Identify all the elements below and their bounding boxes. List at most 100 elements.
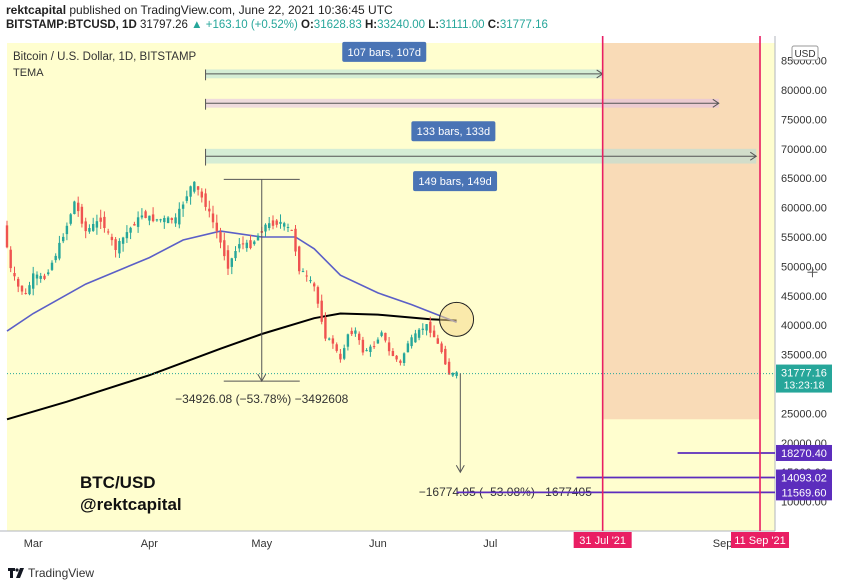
candle-body xyxy=(73,201,76,214)
x-tick-label: Jul xyxy=(483,538,497,550)
range-label: 107 bars, 107d xyxy=(348,47,421,59)
author-name[interactable]: rektcapital xyxy=(6,3,67,17)
candle-body xyxy=(39,275,42,279)
y-tick-label: 60000.00 xyxy=(781,203,827,215)
candle-body xyxy=(107,231,110,233)
candle-body xyxy=(196,186,200,190)
candle-body xyxy=(32,273,35,289)
range-label-box xyxy=(411,121,496,142)
y-tick-label: 75000.00 xyxy=(781,114,827,126)
candle-body xyxy=(305,275,308,277)
support-level-label: 14093.02 xyxy=(781,473,827,485)
candle-body xyxy=(447,361,451,375)
x-tick-label: May xyxy=(251,538,272,550)
symbol-label: BITSTAMP:BTCUSD, 1D xyxy=(6,19,137,31)
candle-body xyxy=(88,228,91,232)
candle-body xyxy=(268,223,271,228)
x-tick-label: Jun xyxy=(369,538,387,550)
y-tick-label: 35000.00 xyxy=(781,350,827,362)
candle-body xyxy=(294,228,297,252)
date-marker-label: 11 Sep '21 xyxy=(734,535,785,547)
y-tick-label: 55000.00 xyxy=(781,232,827,244)
candle-body xyxy=(361,339,365,353)
candle-body xyxy=(455,372,458,376)
date-marker-tag xyxy=(731,532,790,548)
candle-body xyxy=(316,287,320,304)
tradingview-logo-icon xyxy=(8,568,24,578)
candle-body xyxy=(121,237,125,244)
candle-body xyxy=(279,221,282,224)
candle-body xyxy=(215,222,218,231)
chart-title: Bitcoin / U.S. Dollar, 1D, BITSTAMP xyxy=(13,51,197,63)
candle-body xyxy=(5,225,9,248)
date-marker-label: 31 Jul '21 xyxy=(579,535,626,547)
candle-body xyxy=(226,250,230,269)
drop2-arrow-icon xyxy=(455,464,465,474)
candle-body xyxy=(406,343,410,353)
candle-body xyxy=(47,272,50,275)
candle-body xyxy=(166,217,170,224)
y-tick-label: 40000.00 xyxy=(781,320,827,332)
drop1-label: −34926.08 (−53.78%) −3492608 xyxy=(175,392,348,406)
candle-body xyxy=(402,353,406,363)
candle-body xyxy=(148,215,151,221)
high-value: 33240.00 xyxy=(377,19,426,31)
candle-body xyxy=(275,220,278,225)
candle-body xyxy=(440,343,443,353)
candle-body xyxy=(95,221,99,228)
y-tick-label: 85000.00 xyxy=(781,56,827,68)
y-tick-label: 65000.00 xyxy=(781,173,827,185)
candle-body xyxy=(399,360,402,363)
candle-body xyxy=(358,333,361,341)
candle-body xyxy=(174,217,177,224)
open-label: O: xyxy=(301,19,314,31)
price-chart[interactable]: 107 bars, 107d 133 bars, 133d 149 bars, 14… xyxy=(0,36,851,566)
candle-body xyxy=(193,181,196,192)
candle-body xyxy=(410,337,413,347)
candle-body xyxy=(324,317,327,339)
candle-body xyxy=(58,242,61,259)
candle-body xyxy=(155,219,159,221)
candles-group xyxy=(5,181,458,379)
candle-body xyxy=(20,285,24,292)
candle-body xyxy=(365,350,368,352)
candle-body xyxy=(436,338,439,344)
candle-body xyxy=(425,324,428,331)
publish-info: published on TradingView.com, June 22, 2… xyxy=(69,3,393,17)
candle-body xyxy=(339,353,342,360)
up-triangle-icon: ▲ xyxy=(191,19,203,31)
brand-name[interactable]: TradingView xyxy=(28,566,95,580)
date-range-arrow-icon xyxy=(712,98,720,108)
indicator-label: TEMA xyxy=(13,67,44,79)
candle-body xyxy=(376,339,380,344)
candle-body xyxy=(343,348,346,359)
candle-body xyxy=(354,330,357,334)
candle-body xyxy=(238,244,241,249)
candle-body xyxy=(13,273,16,277)
support-level-label: 11569.60 xyxy=(781,487,826,499)
range-label: 133 bars, 133d xyxy=(417,126,490,138)
crossover-circle xyxy=(439,301,475,337)
low-label: L: xyxy=(428,19,440,31)
candle-body xyxy=(204,193,207,207)
x-tick-label: Sep xyxy=(713,538,733,550)
candle-body xyxy=(391,351,395,356)
candle-body xyxy=(136,217,140,227)
candle-body xyxy=(24,293,27,294)
x-tick-label: Apr xyxy=(141,538,158,550)
candle-body xyxy=(140,215,144,218)
candle-body xyxy=(290,229,293,231)
candle-body xyxy=(283,223,286,227)
candle-body xyxy=(69,214,72,224)
support-level-label: 18270.40 xyxy=(781,448,827,460)
candle-body xyxy=(451,372,454,376)
candle-body xyxy=(249,240,252,249)
candle-body xyxy=(380,332,383,336)
candle-body xyxy=(230,258,233,267)
candle-body xyxy=(129,227,132,233)
low-value: 31111.00 xyxy=(439,19,485,31)
candle-body xyxy=(241,243,245,245)
candle-body xyxy=(170,218,173,220)
candle-body xyxy=(178,208,181,225)
candle-body xyxy=(65,225,69,235)
